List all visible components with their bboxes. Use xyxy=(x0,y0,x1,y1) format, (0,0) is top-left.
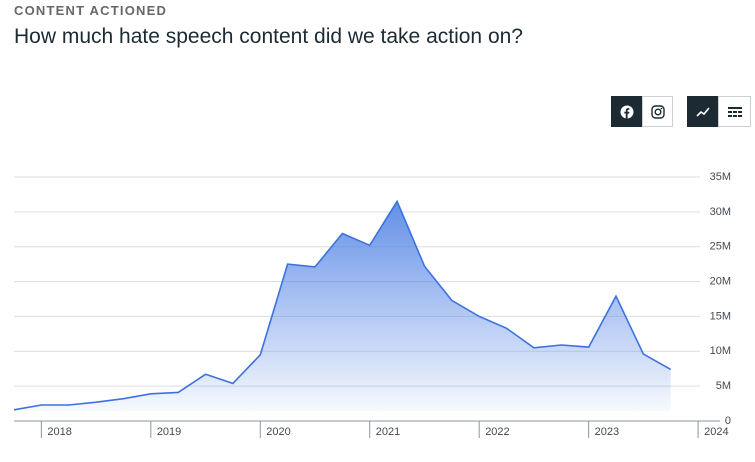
y-tick-label: 5M xyxy=(716,380,731,392)
x-tick-label: 2022 xyxy=(485,426,509,438)
x-tick-label: 2023 xyxy=(595,426,619,438)
line-icon xyxy=(695,106,710,117)
x-tick-label: 2019 xyxy=(157,426,181,438)
facebook-toggle[interactable] xyxy=(611,96,642,127)
instagram-icon xyxy=(650,104,665,119)
y-tick-label: 35M xyxy=(710,171,731,183)
x-tick-label: 2024 xyxy=(704,426,728,438)
x-tick-label: 2020 xyxy=(266,426,290,438)
line xyxy=(13,199,672,411)
facebook-icon xyxy=(620,105,633,118)
kicker: CONTENT ACTIONED xyxy=(14,3,168,18)
area xyxy=(14,201,671,411)
y-tick-label: 15M xyxy=(710,310,731,322)
y-tick-label: 0 xyxy=(725,415,731,427)
chart-view-toggle[interactable] xyxy=(687,96,718,127)
y-tick-label: 10M xyxy=(710,345,731,357)
table-icon xyxy=(727,106,742,117)
title: How much hate speech content did we take… xyxy=(14,25,523,48)
x-tick-label: 2021 xyxy=(376,426,400,438)
y-tick-label: 20M xyxy=(710,275,731,287)
y-tick-label: 30M xyxy=(710,206,731,218)
x-tick-label: 2018 xyxy=(47,426,71,438)
table-view-toggle[interactable] xyxy=(718,96,751,127)
instagram-toggle[interactable] xyxy=(642,96,673,127)
y-tick-label: 25M xyxy=(710,241,731,253)
